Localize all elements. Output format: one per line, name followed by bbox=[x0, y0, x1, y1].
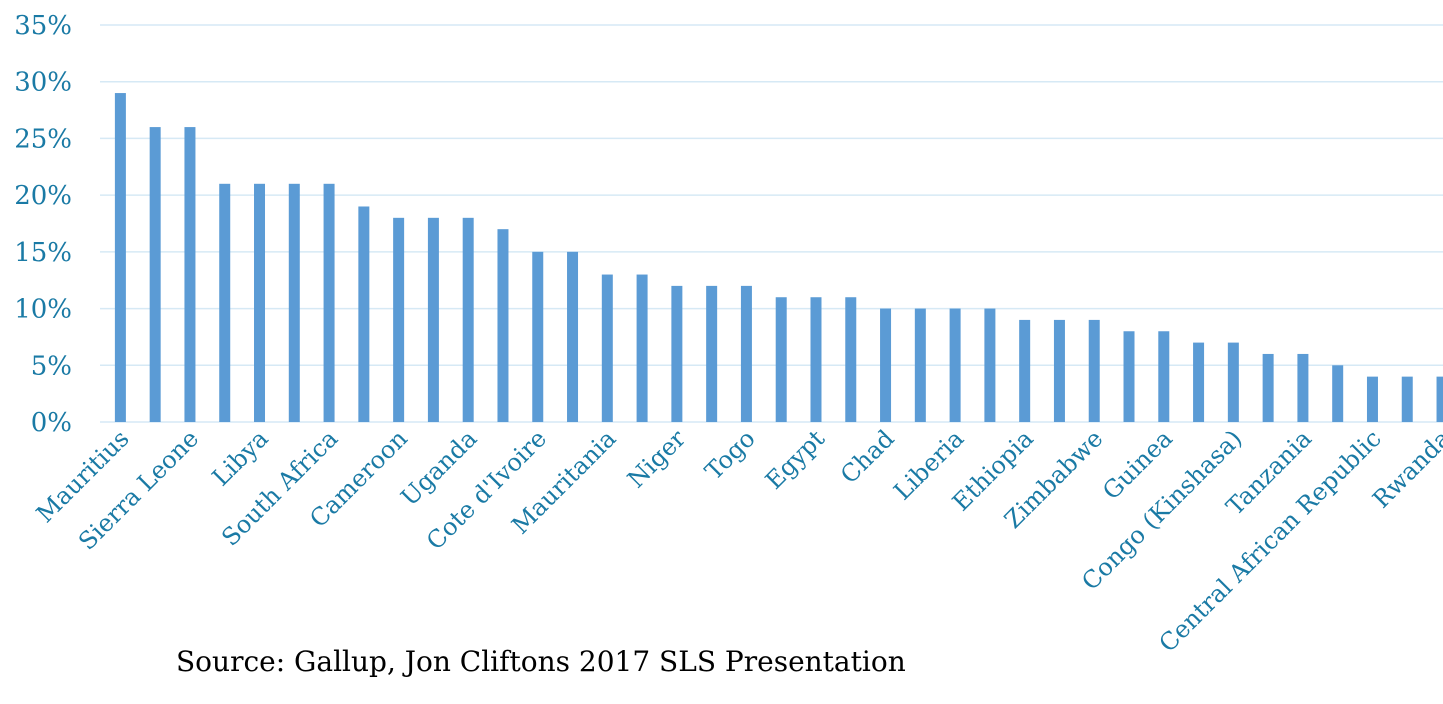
y-tick-label: 5% bbox=[31, 351, 72, 381]
y-tick-label: 30% bbox=[14, 68, 72, 98]
bars bbox=[114, 93, 1443, 423]
bar bbox=[740, 285, 752, 422]
bar bbox=[427, 217, 439, 422]
y-axis-tick-labels: 0% 5% 10% 15% 20% 25% 30% 35% bbox=[14, 11, 72, 438]
source-note: Source: Gallup, Jon Cliftons 2017 SLS Pr… bbox=[176, 645, 906, 678]
y-tick-label: 20% bbox=[14, 181, 72, 211]
y-tick-label: 35% bbox=[14, 11, 72, 41]
bar bbox=[949, 308, 961, 422]
bar bbox=[706, 285, 718, 422]
bar bbox=[1227, 342, 1239, 422]
bar bbox=[462, 217, 474, 422]
bar bbox=[671, 285, 683, 422]
bar bbox=[601, 274, 613, 422]
bar bbox=[323, 183, 335, 422]
bar bbox=[567, 251, 579, 422]
bar bbox=[497, 229, 509, 422]
bar bbox=[636, 274, 648, 422]
y-tick-label: 10% bbox=[14, 295, 72, 325]
bar bbox=[184, 127, 196, 422]
bar bbox=[984, 308, 996, 422]
bar bbox=[1158, 331, 1170, 422]
bar bbox=[775, 297, 787, 422]
bar bbox=[914, 308, 926, 422]
bar bbox=[1019, 319, 1031, 422]
bar bbox=[1053, 319, 1065, 422]
bar bbox=[358, 206, 370, 422]
y-tick-label: 0% bbox=[31, 408, 72, 438]
bar bbox=[254, 183, 266, 422]
y-tick-label: 25% bbox=[14, 124, 72, 154]
bar bbox=[149, 127, 161, 422]
x-tick-label: Egypt bbox=[760, 424, 831, 495]
bar bbox=[1123, 331, 1135, 422]
bar bbox=[532, 251, 544, 422]
bar bbox=[1088, 319, 1100, 422]
bar bbox=[810, 297, 822, 422]
bar bbox=[880, 308, 892, 422]
x-tick-label: Libya bbox=[207, 424, 274, 491]
x-tick-label: Chad bbox=[835, 424, 900, 489]
x-tick-label: Niger bbox=[622, 424, 691, 493]
x-tick-label: Togo bbox=[700, 424, 761, 485]
gridlines bbox=[100, 24, 1443, 423]
bar bbox=[1193, 342, 1205, 422]
bar bbox=[1332, 365, 1344, 422]
bar bbox=[219, 183, 231, 422]
bar bbox=[1366, 376, 1378, 422]
bar bbox=[393, 217, 405, 422]
x-tick-label: Sierra Leone bbox=[73, 424, 204, 555]
bar bbox=[114, 93, 126, 423]
bar bbox=[1262, 353, 1274, 422]
bar bbox=[845, 297, 857, 422]
bar bbox=[1297, 353, 1309, 422]
y-tick-label: 15% bbox=[14, 238, 72, 268]
bar bbox=[1436, 376, 1443, 422]
bar bbox=[288, 183, 300, 422]
bar bbox=[1401, 376, 1413, 422]
x-tick-label: Cote d'Ivoire bbox=[421, 424, 552, 555]
